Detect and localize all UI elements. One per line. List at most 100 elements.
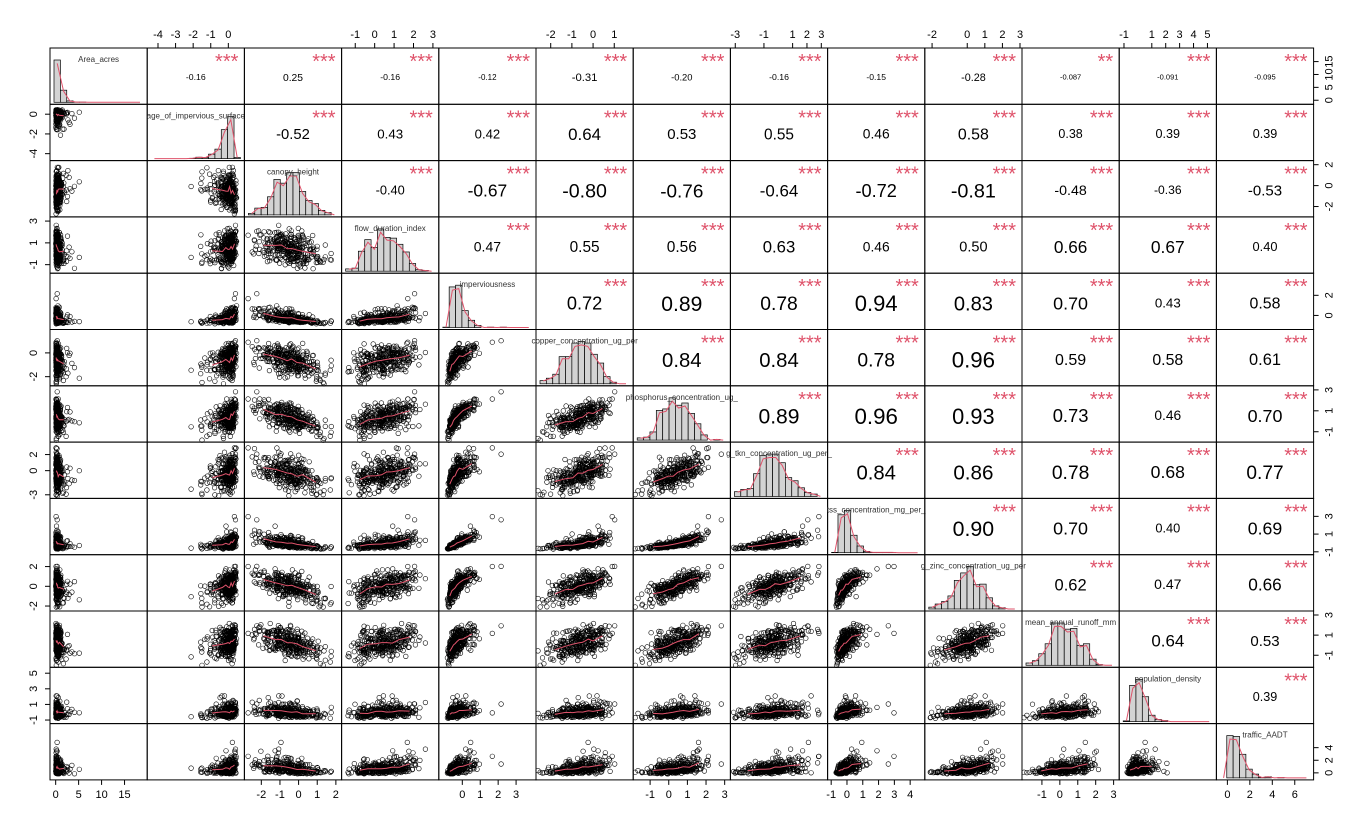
scatter-point — [256, 239, 262, 245]
density-line — [56, 63, 140, 103]
scatter-point — [208, 241, 214, 247]
density-line — [154, 118, 238, 160]
scatter-point — [199, 251, 205, 257]
significance-stars: *** — [1090, 276, 1114, 298]
correlation-value: -0.40 — [376, 183, 405, 198]
histogram-bar — [357, 250, 366, 272]
scatter-point — [53, 296, 59, 302]
significance-stars: ** — [1098, 51, 1114, 73]
histogram-bar — [402, 251, 410, 272]
scatter-point — [212, 378, 218, 384]
correlation-value: -0.31 — [572, 72, 598, 84]
correlation-value: -0.087 — [1060, 73, 1081, 82]
correlation-value: 0.43 — [1155, 295, 1181, 310]
correlation-value: 0.78 — [760, 294, 798, 315]
significance-stars: *** — [798, 276, 822, 298]
significance-stars: *** — [798, 220, 822, 242]
significance-stars: *** — [895, 107, 919, 129]
significance-stars: *** — [895, 276, 919, 298]
scatter-point — [321, 256, 327, 263]
panel-2-8: -0.72*** — [827, 160, 926, 218]
scatter-point — [188, 254, 194, 260]
panel-4-9: 0.83*** — [924, 272, 1023, 331]
scatter-point — [322, 242, 328, 248]
significance-stars: *** — [409, 51, 433, 73]
correlation-value: 0.63 — [763, 238, 795, 257]
scatter-point — [232, 291, 239, 297]
correlation-value: 0.66 — [1054, 237, 1087, 257]
panel-4-12: 0.58*** — [1215, 272, 1315, 331]
scatter-point — [256, 365, 262, 371]
significance-stars: *** — [701, 51, 725, 73]
panel-0-7: -0.16 *** — [729, 47, 829, 105]
scatter-point — [229, 164, 235, 170]
correlation-value: 0.70 — [1053, 293, 1088, 313]
panel-2-4: -0.67*** — [438, 160, 537, 218]
significance-stars: *** — [1187, 220, 1211, 242]
scatter-point — [351, 350, 357, 356]
scatter-point — [213, 231, 219, 237]
significance-stars: *** — [507, 107, 531, 129]
scatter-point — [245, 339, 251, 345]
panel-3-3: flow_duration_index — [341, 216, 440, 274]
scatter-point — [67, 121, 73, 127]
scatter-point — [266, 368, 273, 374]
panel-4-4: imperviousness — [438, 272, 537, 331]
panel-0-9: -0.28*** — [924, 47, 1023, 105]
correlation-value: -0.16 — [769, 72, 789, 82]
correlation-value: -0.48 — [1054, 183, 1086, 199]
panel-5-0 — [49, 329, 148, 387]
correlation-value: 0.46 — [863, 239, 890, 254]
panel-1-9: 0.58*** — [924, 103, 1023, 162]
scatter-point — [69, 110, 75, 117]
correlation-value: -0.72 — [855, 181, 896, 201]
scatter-point — [405, 296, 411, 302]
panel-4-6: 0.89*** — [632, 272, 731, 331]
variable-name: Area_acres — [78, 55, 119, 64]
correlation-value: -0.53 — [1248, 183, 1282, 200]
scatter-point — [412, 338, 418, 344]
scatter-point — [288, 231, 294, 237]
panel-3-4: 0.47*** — [438, 216, 537, 274]
scatter-point — [394, 303, 400, 309]
correlation-value: 0.72 — [567, 294, 602, 314]
histogram-bar — [383, 237, 391, 272]
correlation-value: 0.38 — [1058, 127, 1082, 141]
scatter-point — [71, 115, 78, 121]
panel-5-1 — [146, 329, 245, 387]
scatter-point — [232, 222, 239, 228]
correlation-value: -0.81 — [951, 181, 996, 203]
scatter-point — [215, 168, 221, 174]
scatter-point — [266, 340, 272, 347]
scatter-point — [198, 371, 204, 377]
panel-2-0 — [49, 160, 148, 218]
scatter-point — [60, 170, 67, 176]
panel-1-1: age_of_impervious_surface — [147, 103, 245, 162]
panel-3-2 — [243, 216, 343, 274]
correlation-value: 0.43 — [377, 126, 403, 141]
correlation-value: 0.47 — [474, 238, 501, 254]
scatter-point — [416, 318, 422, 324]
panel-3-11: 0.67*** — [1118, 216, 1217, 274]
panel-1-2: -0.52*** — [243, 103, 343, 162]
histogram-bar — [279, 182, 287, 216]
scatter-point — [61, 126, 67, 132]
panel-2-2: canopy_height — [243, 160, 343, 218]
scatter-point — [69, 249, 75, 255]
correlation-value: -0.12 — [478, 73, 497, 82]
correlation-value: 0.46 — [863, 127, 890, 142]
variable-name: flow_duration_index — [355, 224, 426, 233]
correlation-value: 0.42 — [475, 126, 500, 141]
panel-frame — [49, 329, 148, 387]
scatter-point — [489, 339, 495, 345]
correlation-value: -0.64 — [760, 181, 799, 200]
significance-stars: *** — [507, 164, 531, 186]
correlation-value: 0.53 — [667, 126, 696, 143]
significance-stars: *** — [1284, 220, 1308, 242]
scatter-point — [267, 254, 273, 260]
scatter-point — [60, 126, 66, 132]
scatter-point — [76, 179, 82, 185]
smoothing-line — [55, 113, 64, 117]
significance-stars: *** — [798, 51, 822, 73]
scatter-point — [422, 349, 429, 356]
